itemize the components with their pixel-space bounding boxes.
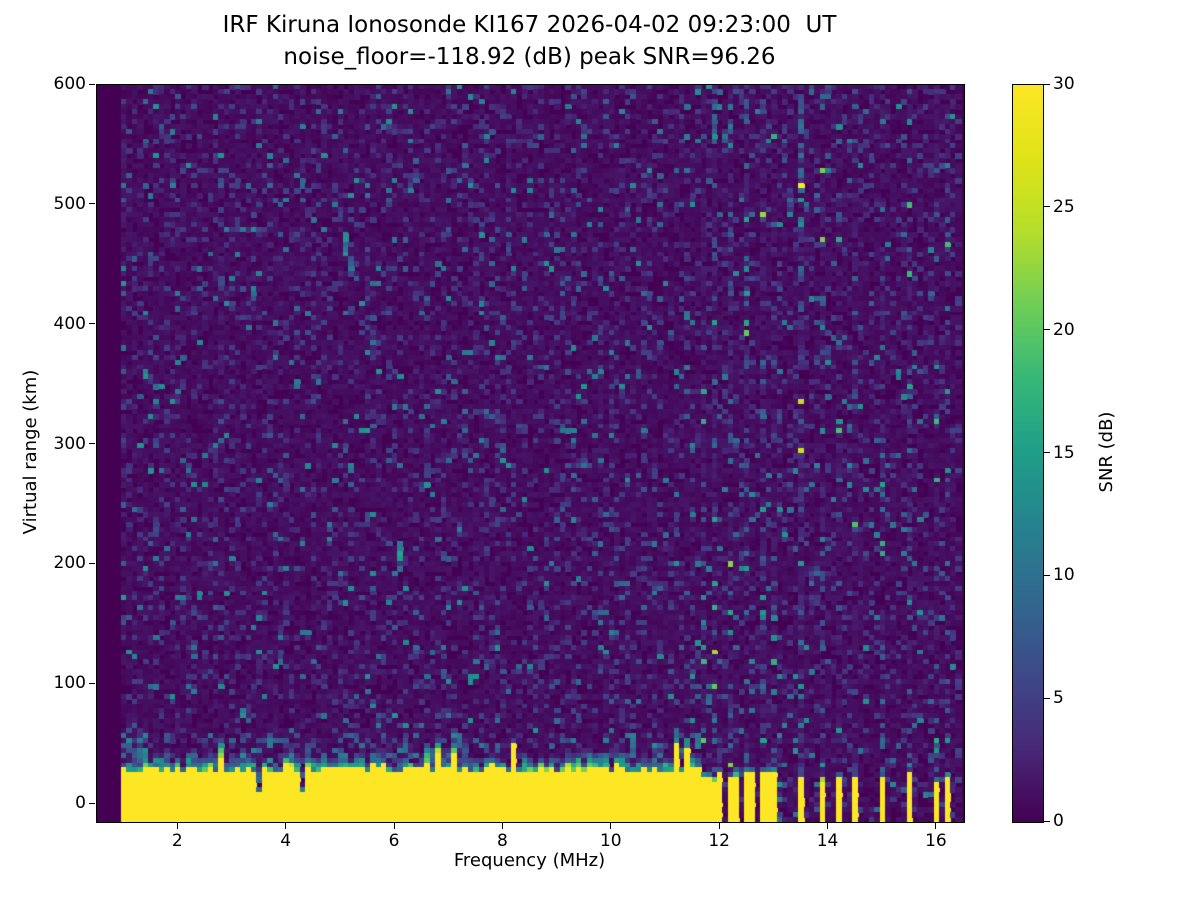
y-tick xyxy=(89,443,95,444)
plot-area xyxy=(96,84,965,823)
y-tick-label: 500 xyxy=(53,193,86,214)
colorbar-label: SNR (dB) xyxy=(1096,411,1117,493)
colorbar-tick-label: 0 xyxy=(1053,811,1064,831)
colorbar-tick-label: 20 xyxy=(1053,319,1075,340)
x-tick-label: 12 xyxy=(708,831,730,851)
colorbar-tick-label: 30 xyxy=(1053,74,1075,94)
colorbar xyxy=(1012,84,1044,823)
x-tick-label: 10 xyxy=(599,831,622,851)
y-tick xyxy=(89,682,95,684)
y-tick-label: 400 xyxy=(53,313,86,334)
y-tick xyxy=(89,562,95,564)
colorbar-tick xyxy=(1044,206,1050,208)
x-tick xyxy=(718,823,720,829)
y-tick xyxy=(89,323,95,325)
x-tick-label: 2 xyxy=(171,831,183,851)
colorbar-tick-label: 25 xyxy=(1053,196,1075,217)
y-tick-label: 300 xyxy=(53,433,86,454)
x-tick xyxy=(935,823,937,829)
figure-subtitle: noise_floor=-118.92 (dB) peak SNR=96.26 xyxy=(283,44,776,70)
y-tick-label: 600 xyxy=(53,74,86,94)
colorbar-tick-label: 15 xyxy=(1053,442,1075,463)
y-tick xyxy=(89,83,95,85)
x-tick xyxy=(501,823,503,829)
x-tick xyxy=(176,823,178,829)
colorbar-gradient-canvas xyxy=(1013,85,1043,822)
x-tick-label: 8 xyxy=(496,831,508,851)
colorbar-tick xyxy=(1044,452,1050,453)
y-tick-label: 0 xyxy=(75,793,86,814)
y-tick-label: 100 xyxy=(53,673,86,694)
colorbar-tick xyxy=(1044,329,1050,331)
x-tick-label: 4 xyxy=(280,831,292,851)
colorbar-tick xyxy=(1044,574,1050,576)
x-tick xyxy=(610,823,612,829)
y-axis-label: Virtual range (km) xyxy=(20,369,41,535)
colorbar-tick xyxy=(1044,820,1050,822)
x-axis-label: Frequency (MHz) xyxy=(453,850,606,871)
ionogram-heatmap-canvas xyxy=(97,85,964,822)
y-tick-label: 200 xyxy=(53,553,86,574)
colorbar-tick-label: 5 xyxy=(1053,688,1064,709)
colorbar-tick-label: 10 xyxy=(1053,565,1075,586)
x-tick-label: 6 xyxy=(388,831,400,851)
x-tick xyxy=(285,823,287,829)
x-tick-label: 14 xyxy=(816,831,839,851)
colorbar-tick xyxy=(1044,83,1050,85)
figure-title: IRF Kiruna Ionosonde KI167 2026-04-02 09… xyxy=(222,12,837,38)
x-tick-label: 16 xyxy=(925,831,947,851)
colorbar-tick xyxy=(1044,697,1050,699)
y-tick xyxy=(89,802,95,804)
x-tick xyxy=(393,823,395,829)
x-tick xyxy=(827,823,829,829)
y-tick xyxy=(89,203,95,205)
